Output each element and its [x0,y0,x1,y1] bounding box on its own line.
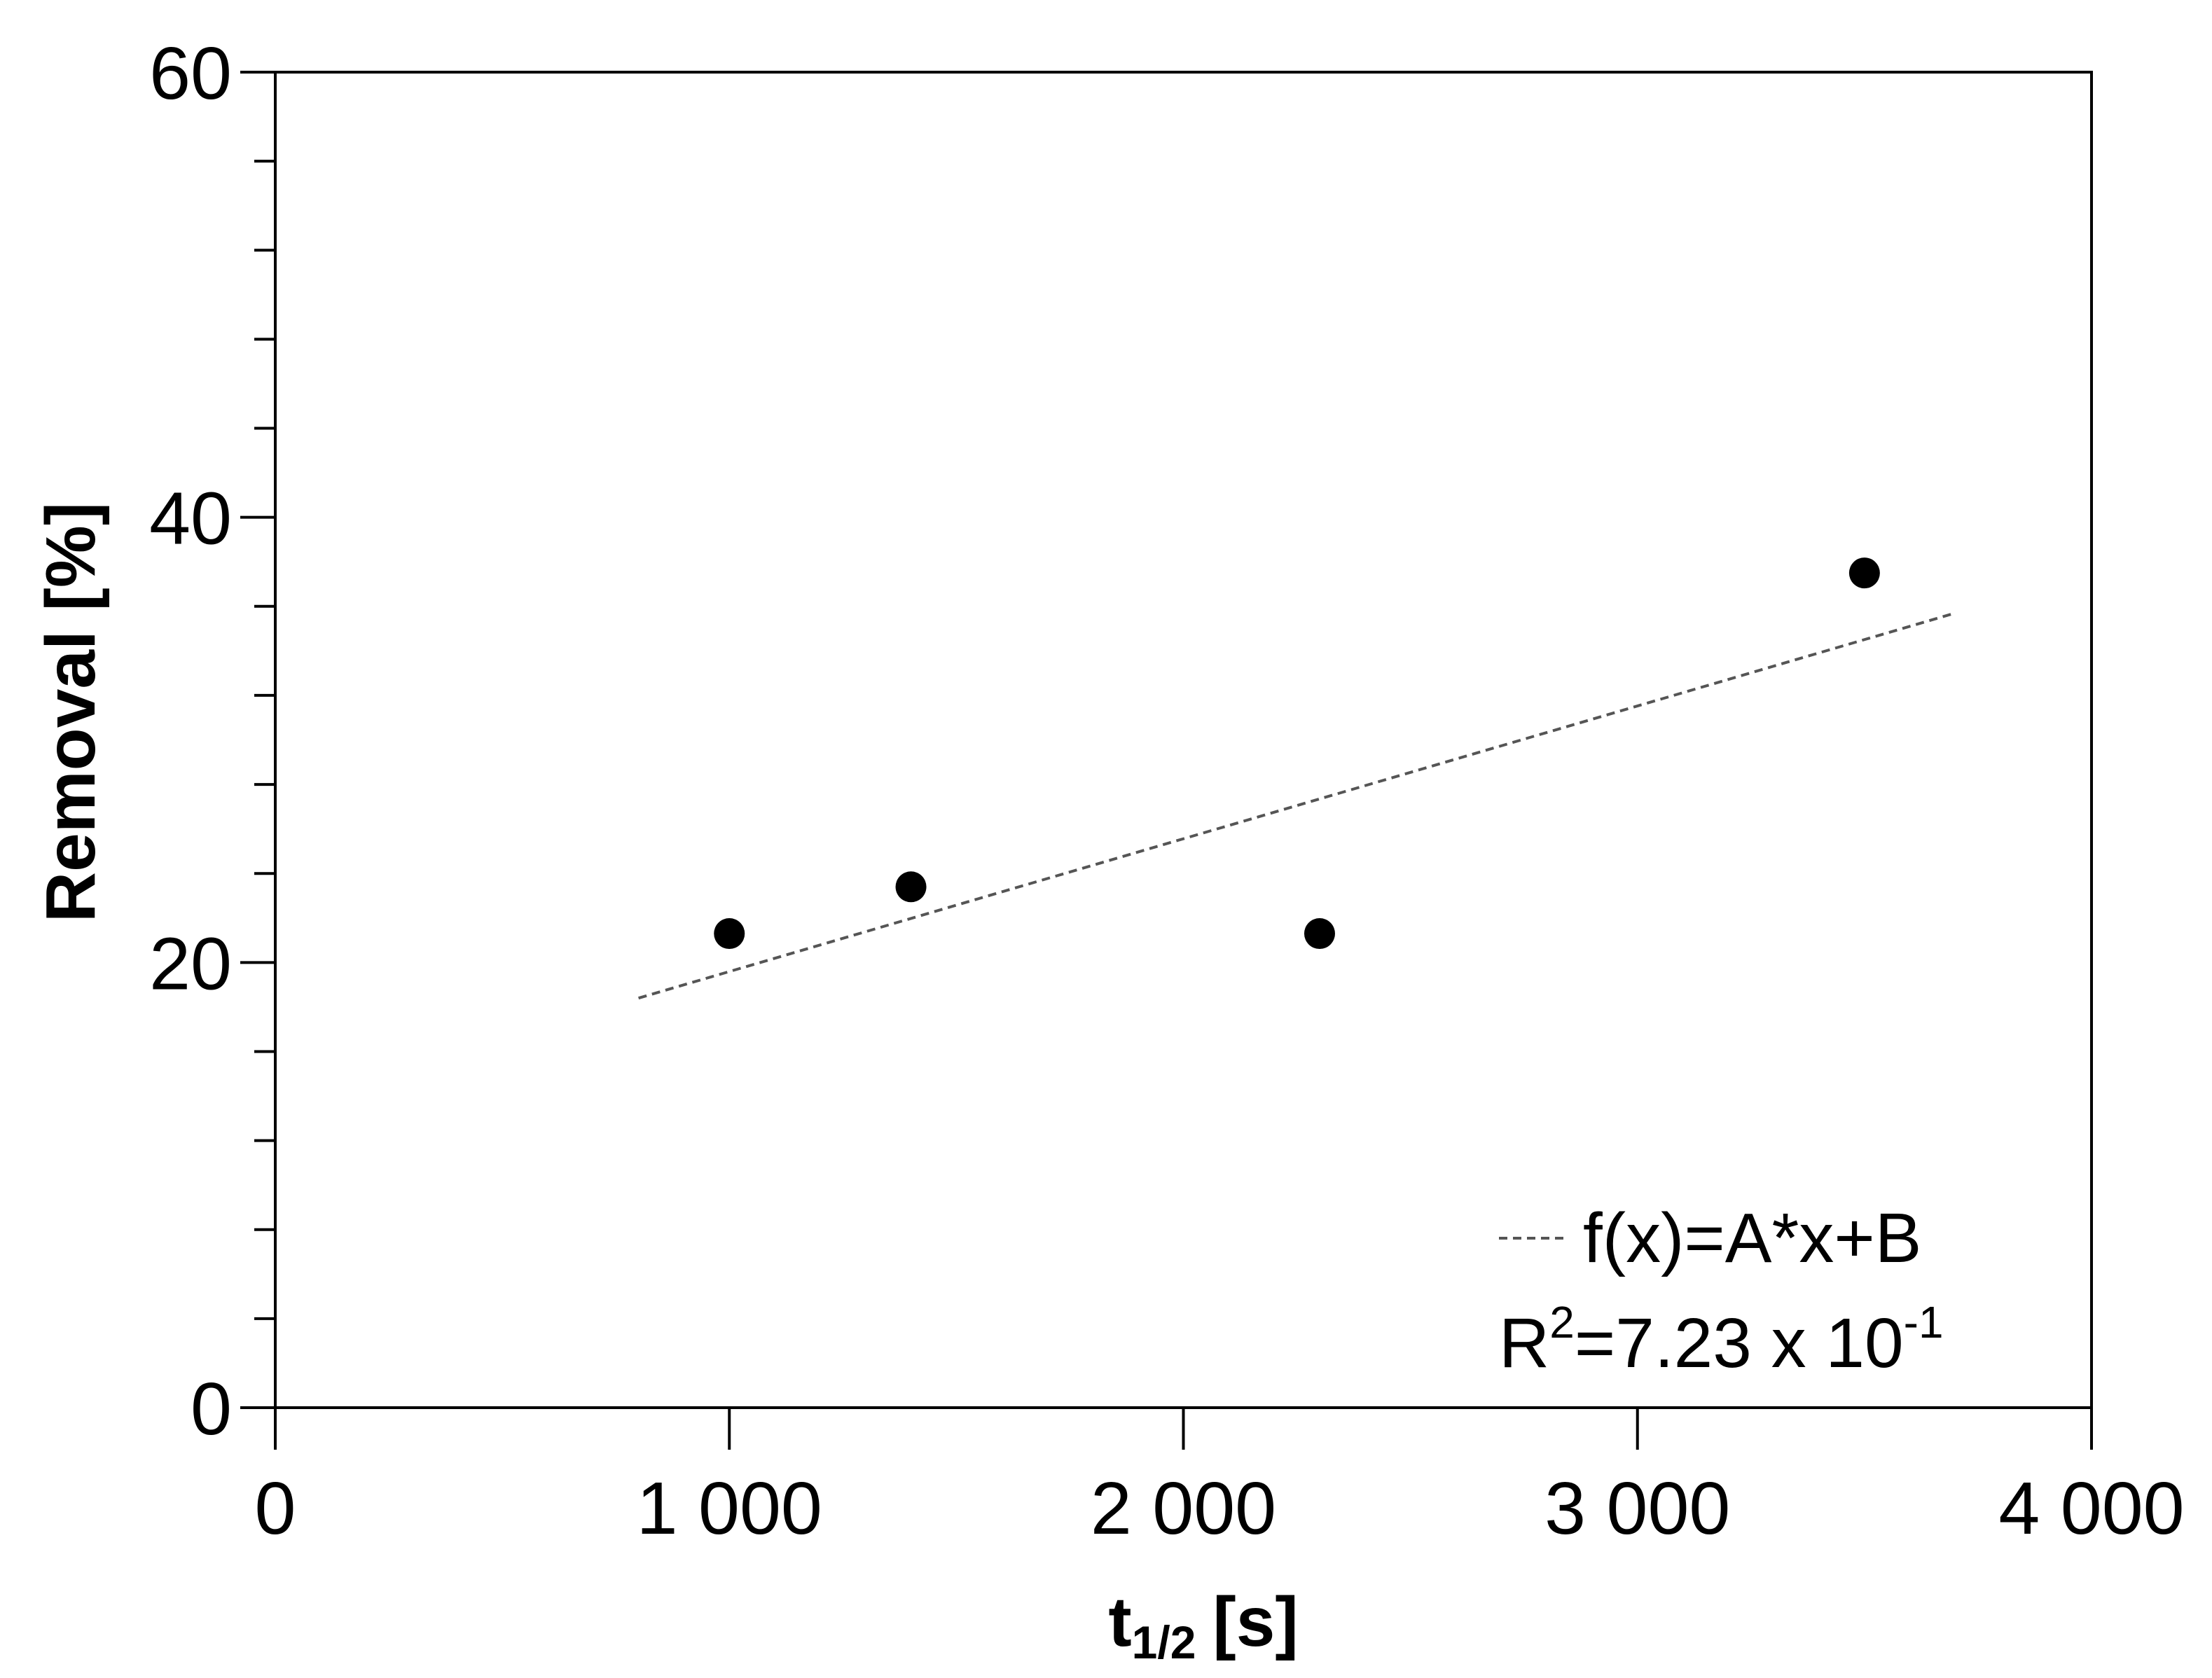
legend: f(x)=A*x+B R2=7.23 x 10-1 [1499,1199,1944,1382]
x-tick-label: 3 000 [1544,1467,1730,1550]
x-tick-label: 1 000 [637,1467,822,1550]
fit-line [638,611,1956,1000]
data-point [1848,557,1880,589]
fit-line-group [638,611,1956,1000]
data-points [714,557,1880,950]
y-tick-label: 60 [149,32,232,115]
legend-r2-prefix: R [1499,1304,1549,1382]
legend-r2-label: R2=7.23 x 10-1 [1499,1297,1944,1382]
y-tick-label: 40 [149,478,232,560]
x-axis: 0 1 000 2 000 3 000 4 000 [255,1408,2185,1550]
x-axis-label: t1/2 [s] [1108,1583,1298,1668]
legend-r2-value: =7.23 x 10 [1575,1304,1904,1382]
data-point [714,918,745,950]
y-axis: 0 20 40 60 [149,32,275,1450]
x-tick-label: 4 000 [1998,1467,2184,1550]
legend-fit-label: f(x)=A*x+B [1583,1199,1922,1277]
data-point [895,871,927,903]
x-axis-label-unit: [s] [1212,1583,1298,1661]
x-tick-label: 0 [255,1467,296,1550]
x-axis-label-sub: 1/2 [1132,1616,1196,1668]
legend-r2-exp: -1 [1904,1297,1944,1347]
y-tick-label: 20 [149,922,232,1005]
y-tick-label: 0 [191,1368,232,1450]
x-tick-label: 2 000 [1091,1467,1276,1550]
data-point [1304,918,1335,950]
x-axis-label-main: t [1108,1583,1131,1661]
legend-r2-sup: 2 [1549,1297,1575,1347]
y-axis-label: Removal [%] [32,502,110,922]
